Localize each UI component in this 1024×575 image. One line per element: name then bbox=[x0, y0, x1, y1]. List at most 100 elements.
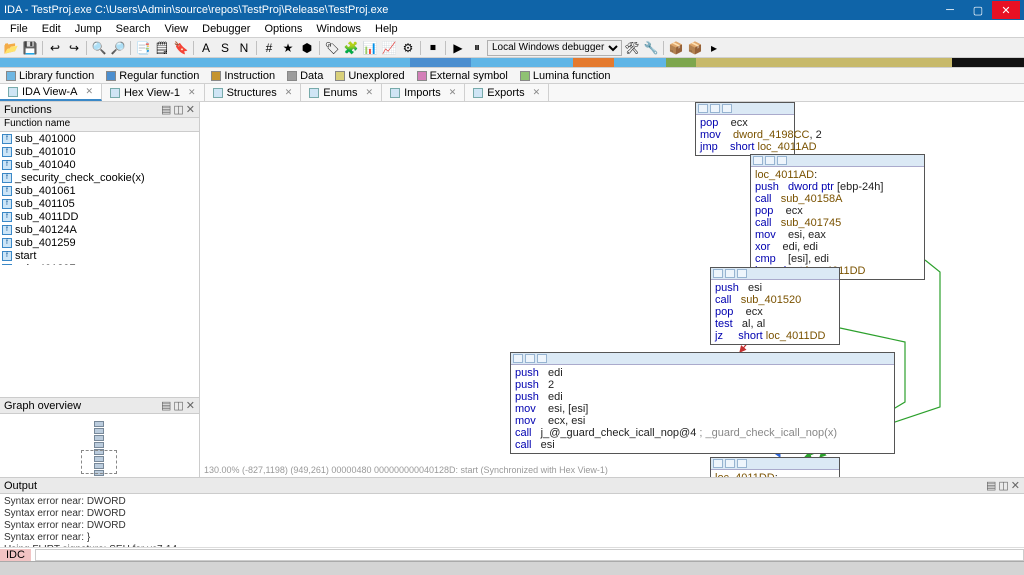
function-row[interactable]: fsub_401010 bbox=[0, 145, 199, 158]
function-row[interactable]: fstart bbox=[0, 249, 199, 262]
graph-node[interactable]: pop ecx mov dword_4198CC, 2 jmp short lo… bbox=[695, 102, 795, 156]
node-header-button[interactable] bbox=[737, 459, 747, 468]
view-tab[interactable]: Exports✕ bbox=[465, 84, 549, 101]
toolbar-button[interactable]: 🔎 bbox=[109, 39, 127, 57]
toolbar-button[interactable]: 💾 bbox=[21, 39, 39, 57]
disassembly-canvas[interactable]: 130.00% (-827,1198) (949,261) 00000480 0… bbox=[200, 102, 1024, 477]
tab-close-icon[interactable]: ✕ bbox=[285, 87, 293, 98]
tab-close-icon[interactable]: ✕ bbox=[188, 87, 196, 98]
toolbar-button[interactable]: # bbox=[260, 39, 278, 57]
toolbar-button[interactable]: ★ bbox=[279, 39, 297, 57]
pane-menu-icon[interactable]: ▤ bbox=[161, 103, 171, 116]
pane-float-icon[interactable]: ◫ bbox=[173, 399, 183, 412]
graph-node[interactable]: loc_4011AD: push dword ptr [ebp-24h] cal… bbox=[750, 154, 925, 280]
toolbar-button[interactable]: N bbox=[235, 39, 253, 57]
toolbar-button[interactable]: 📑 bbox=[134, 39, 152, 57]
idc-input[interactable] bbox=[35, 549, 1024, 561]
pane-close-icon[interactable]: ✕ bbox=[1011, 479, 1020, 492]
functions-hscroll[interactable] bbox=[0, 265, 199, 398]
graph-node[interactable]: push edi push 2 push edi mov esi, [esi] … bbox=[510, 352, 895, 454]
view-tab[interactable]: Imports✕ bbox=[382, 84, 465, 101]
tab-close-icon[interactable]: ✕ bbox=[85, 86, 93, 97]
menu-file[interactable]: File bbox=[4, 22, 34, 36]
menu-debugger[interactable]: Debugger bbox=[196, 22, 256, 36]
node-header-button[interactable] bbox=[765, 156, 775, 165]
toolbar-button[interactable]: 📈 bbox=[380, 39, 398, 57]
view-tab[interactable]: Structures✕ bbox=[205, 84, 302, 101]
toolbar-button[interactable]: 📦 bbox=[667, 39, 685, 57]
view-tab[interactable]: Enums✕ bbox=[301, 84, 382, 101]
function-row[interactable]: fsub_401259 bbox=[0, 236, 199, 249]
toolbar-button[interactable]: ↪ bbox=[65, 39, 83, 57]
menu-options[interactable]: Options bbox=[258, 22, 308, 36]
maximize-button[interactable]: ▢ bbox=[964, 1, 992, 19]
toolbar-button[interactable]: 🛠 bbox=[623, 39, 641, 57]
pane-close-icon[interactable]: ✕ bbox=[186, 103, 195, 116]
node-header-button[interactable] bbox=[713, 269, 723, 278]
view-tab[interactable]: Hex View-1✕ bbox=[102, 84, 205, 101]
toolbar-button[interactable]: 🏷 bbox=[323, 39, 341, 57]
node-header-button[interactable] bbox=[713, 459, 723, 468]
functions-column-header[interactable]: Function name bbox=[0, 118, 199, 132]
node-header-button[interactable] bbox=[753, 156, 763, 165]
functions-tab-label[interactable]: Functions bbox=[4, 104, 52, 116]
toolbar-button[interactable]: ↩ bbox=[46, 39, 64, 57]
node-header-button[interactable] bbox=[537, 354, 547, 363]
function-row[interactable]: fsub_40124A bbox=[0, 223, 199, 236]
toolbar-button[interactable]: ⬢ bbox=[298, 39, 316, 57]
menu-edit[interactable]: Edit bbox=[36, 22, 67, 36]
toolbar-button[interactable]: 📊 bbox=[361, 39, 379, 57]
functions-list[interactable]: fsub_401000fsub_401010fsub_401040f_secur… bbox=[0, 132, 199, 265]
node-header-button[interactable] bbox=[525, 354, 535, 363]
toolbar-button[interactable]: ⏹ bbox=[424, 39, 442, 57]
function-row[interactable]: fsub_401040 bbox=[0, 158, 199, 171]
tab-close-icon[interactable]: ✕ bbox=[449, 87, 457, 98]
toolbar-button[interactable]: 📂 bbox=[2, 39, 20, 57]
node-header-button[interactable] bbox=[777, 156, 787, 165]
function-row[interactable]: f_security_check_cookie(x) bbox=[0, 171, 199, 184]
toolbar-button[interactable]: ⚙ bbox=[399, 39, 417, 57]
toolbar-button[interactable]: 🔍 bbox=[90, 39, 108, 57]
node-header-button[interactable] bbox=[722, 104, 732, 113]
toolbar-button[interactable]: 🗒 bbox=[153, 39, 171, 57]
menu-jump[interactable]: Jump bbox=[69, 22, 108, 36]
node-header-button[interactable] bbox=[725, 459, 735, 468]
toolbar-button[interactable]: 🔧 bbox=[642, 39, 660, 57]
graph-node[interactable]: loc_4011DD: call sub_401748 mov esi, eax bbox=[710, 457, 840, 477]
view-tab[interactable]: IDA View-A✕ bbox=[0, 84, 102, 101]
function-row[interactable]: fsub_4011DD bbox=[0, 210, 199, 223]
pane-menu-icon[interactable]: ▤ bbox=[161, 399, 171, 412]
pane-close-icon[interactable]: ✕ bbox=[186, 399, 195, 412]
menu-windows[interactable]: Windows bbox=[310, 22, 367, 36]
menu-search[interactable]: Search bbox=[110, 22, 157, 36]
pane-float-icon[interactable]: ◫ bbox=[173, 103, 183, 116]
pane-float-icon[interactable]: ◫ bbox=[998, 479, 1008, 492]
tab-close-icon[interactable]: ✕ bbox=[366, 87, 374, 98]
menu-view[interactable]: View bbox=[158, 22, 194, 36]
toolbar-button[interactable]: 🔖 bbox=[172, 39, 190, 57]
output-text[interactable]: Syntax error near: DWORDSyntax error nea… bbox=[0, 494, 1024, 547]
debugger-select[interactable]: Local Windows debugger bbox=[487, 40, 622, 56]
toolbar-button[interactable]: A bbox=[197, 39, 215, 57]
navigation-band[interactable] bbox=[0, 58, 1024, 68]
toolbar-button[interactable]: 🧩 bbox=[342, 39, 360, 57]
minimize-button[interactable]: ─ bbox=[936, 1, 964, 19]
function-row[interactable]: fsub_401105 bbox=[0, 197, 199, 210]
toolbar-button[interactable]: 📦 bbox=[686, 39, 704, 57]
graph-node[interactable]: push esi call sub_401520 pop ecx test al… bbox=[710, 267, 840, 345]
function-row[interactable]: fsub_401061 bbox=[0, 184, 199, 197]
node-header-button[interactable] bbox=[725, 269, 735, 278]
toolbar-button[interactable]: S bbox=[216, 39, 234, 57]
toolbar-button[interactable]: ⏸ bbox=[468, 39, 486, 57]
node-header-button[interactable] bbox=[513, 354, 523, 363]
toolbar-button[interactable]: ▶ bbox=[449, 39, 467, 57]
menu-help[interactable]: Help bbox=[369, 22, 404, 36]
node-header-button[interactable] bbox=[698, 104, 708, 113]
function-row[interactable]: fsub_401000 bbox=[0, 132, 199, 145]
tab-close-icon[interactable]: ✕ bbox=[533, 87, 541, 98]
node-header-button[interactable] bbox=[710, 104, 720, 113]
node-header-button[interactable] bbox=[737, 269, 747, 278]
toolbar-button[interactable]: ▸ bbox=[705, 39, 723, 57]
pane-menu-icon[interactable]: ▤ bbox=[986, 479, 996, 492]
close-button[interactable]: ✕ bbox=[992, 1, 1020, 19]
